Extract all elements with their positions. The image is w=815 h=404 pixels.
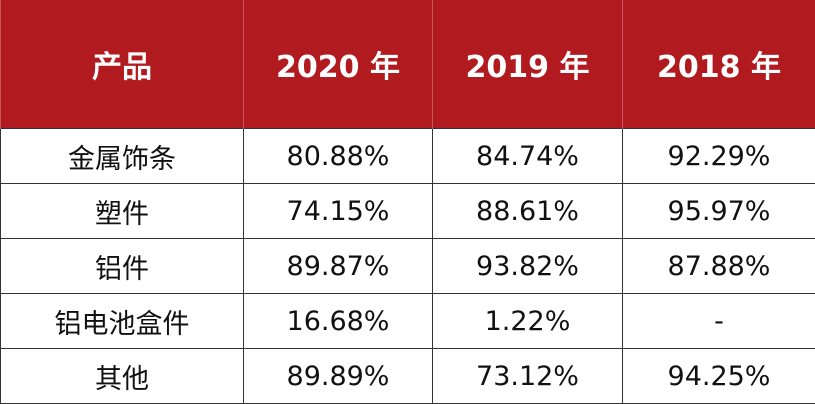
table-row: 金属饰条 80.88% 84.74% 92.29% bbox=[0, 128, 815, 184]
value-cell: 95.97% bbox=[622, 183, 815, 239]
product-cell: 塑件 bbox=[0, 183, 244, 239]
table-row: 塑件 74.15% 88.61% 95.97% bbox=[0, 183, 815, 239]
value-cell: 93.82% bbox=[432, 238, 623, 294]
product-cell: 铝件 bbox=[0, 238, 244, 294]
value-cell: 88.61% bbox=[432, 183, 623, 239]
product-cell: 其他 bbox=[0, 348, 244, 404]
value-cell: 84.74% bbox=[432, 128, 623, 184]
header-cell: 产品 bbox=[0, 0, 244, 129]
value-cell: 1.22% bbox=[432, 293, 623, 349]
value-cell: 74.15% bbox=[243, 183, 433, 239]
value-cell: 89.89% bbox=[243, 348, 433, 404]
product-cell: 铝电池盒件 bbox=[0, 293, 244, 349]
table-row: 铝电池盒件 16.68% 1.22% - bbox=[0, 293, 815, 349]
header-cell: 2019 年 bbox=[432, 0, 623, 129]
value-cell: 92.29% bbox=[622, 128, 815, 184]
header-cell: 2020 年 bbox=[243, 0, 433, 129]
value-cell: 80.88% bbox=[243, 128, 433, 184]
table-body: 金属饰条 80.88% 84.74% 92.29% 塑件 74.15% 88.61% 95.9… bbox=[0, 128, 815, 404]
table-row: 其他 89.89% 73.12% 94.25% bbox=[0, 348, 815, 404]
header-row: 产品 2020 年 2019 年 2018 年 bbox=[0, 0, 815, 129]
header-cell: 2018 年 bbox=[622, 0, 815, 129]
value-cell: 89.87% bbox=[243, 238, 433, 294]
value-cell: 73.12% bbox=[432, 348, 623, 404]
table-row: 铝件 89.87% 93.82% 87.88% bbox=[0, 238, 815, 294]
product-cell: 金属饰条 bbox=[0, 128, 244, 184]
value-cell: 94.25% bbox=[622, 348, 815, 404]
value-cell: - bbox=[622, 293, 815, 349]
value-cell: 87.88% bbox=[622, 238, 815, 294]
value-cell: 16.68% bbox=[243, 293, 433, 349]
